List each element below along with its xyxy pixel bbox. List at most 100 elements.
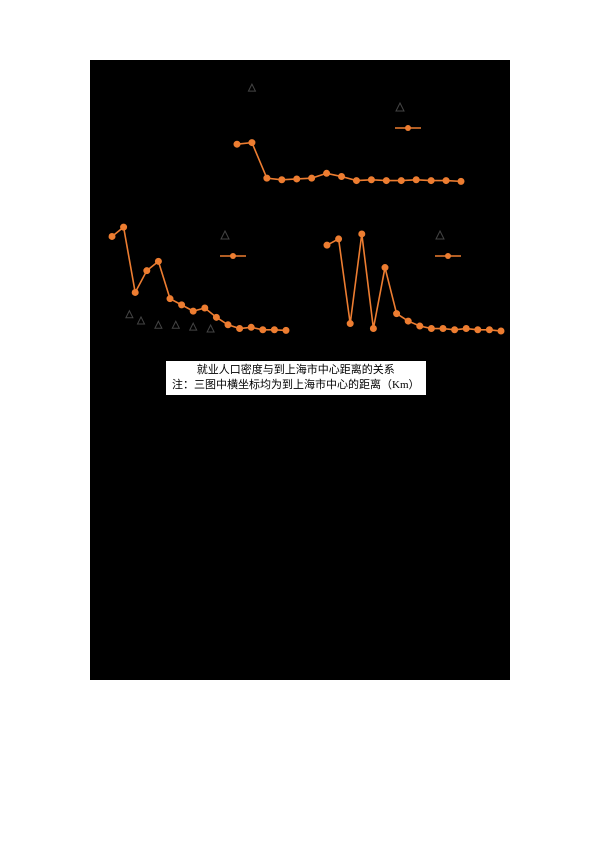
page: 0306090120105090130170210250290 02040608… [0,0,595,842]
chart-right-marker [463,326,469,332]
chart-right-marker [475,327,481,333]
chart-top-marker [428,178,434,184]
chart-right-svg [305,220,505,350]
chart-top-marker [249,140,255,146]
chart-right-ytick: 80 [315,231,324,241]
chart-left-marker [190,308,196,314]
chart-right-xtick: 210 [433,339,453,349]
chart-right-ytick: 50 [315,269,324,279]
chart-left-xtick: 130 [172,339,192,349]
caption-line1: 就业人口密度与到上海市中心距离的关系 [172,363,420,378]
chart-top: 0306090120105090130170210250290 [215,82,465,197]
chart-right-marker [486,327,492,333]
chart-right-marker [498,328,504,334]
chart-right-marker [324,242,330,248]
chart-left-ytick: 60 [100,294,109,304]
chart-top-ytick: 90 [225,105,234,115]
chart-top-marker [279,177,285,183]
chart-top-marker [383,178,389,184]
chart-top-xtick: 210 [376,186,396,196]
chart-top-marker [398,178,404,184]
legend-line-icon [220,248,246,258]
chart-left-ytick: 160 [96,231,110,241]
chart-left-marker [225,322,231,328]
chart-left-marker [202,305,208,311]
chart-right-legend [435,230,461,258]
chart-top-xtick: 250 [406,186,426,196]
chart-left-svg [90,220,290,350]
chart-left-triangle-marker [207,325,214,332]
chart-right-marker [347,321,353,327]
chart-right-marker [382,265,388,271]
chart-top-marker [309,175,315,181]
chart-left-ytick: 20 [100,319,109,329]
chart-left-marker [179,302,185,308]
chart-top-legend [395,102,421,130]
chart-left-marker [167,296,173,302]
legend-line-icon [435,248,461,258]
chart-right-line [327,234,501,331]
chart-right-marker [370,326,376,332]
chart-left-xtick: 90 [148,339,168,349]
chart-right-xtick: 290 [479,339,499,349]
chart-left-xtick: 210 [218,339,238,349]
legend-triangle-icon [435,230,445,240]
chart-top-marker [443,178,449,184]
legend-triangle-icon [395,102,405,112]
chart-right-xtick: 130 [387,339,407,349]
chart-left-marker [144,268,150,274]
chart-left-ytick: 100 [96,269,110,279]
chart-top-xtick: 10 [227,186,247,196]
chart-top-marker [294,176,300,182]
chart-top-svg [215,82,465,197]
chart-right-marker [336,236,342,242]
chart-left-marker [283,327,289,333]
chart-right-xtick: 10 [317,339,337,349]
chart-left-xtick: 290 [264,339,284,349]
chart-right-marker [394,311,400,317]
chart-left-marker [121,224,127,230]
chart-left-line [112,227,286,330]
chart-right: 0102030405060708090105090130170210250290 [305,220,505,350]
chart-left-triangle-marker [190,323,197,330]
chart-top-ytick: 30 [225,154,234,164]
chart-top-xtick: 170 [346,186,366,196]
chart-right-ytick: 70 [315,244,324,254]
chart-left-xtick: 10 [102,339,122,349]
chart-left-marker [260,327,266,333]
chart-left-marker [132,289,138,295]
chart-left-triangle-marker [126,311,133,318]
caption-line2: 注：三图中横坐标均为到上海市中心的距离（Km） [172,378,420,393]
chart-left-marker [248,324,254,330]
chart-right-marker [440,326,446,332]
chart-left-ytick: 120 [96,256,110,266]
chart-right-xtick: 170 [410,339,430,349]
chart-top-xtick: 90 [287,186,307,196]
chart-right-ytick: 20 [315,306,324,316]
caption-box: 就业人口密度与到上海市中心距离的关系 注：三图中横坐标均为到上海市中心的距离（K… [165,360,427,396]
chart-right-marker [405,318,411,324]
chart-top-ytick: 60 [225,130,234,140]
chart-right-ytick: 60 [315,256,324,266]
chart-left-triangle-marker [138,317,145,324]
chart-left: 0204060801001201401601801050901301702102… [90,220,290,350]
chart-left-marker [213,314,219,320]
chart-right-xtick: 50 [340,339,360,349]
chart-top-marker [324,170,330,176]
chart-right-marker [452,327,458,333]
chart-top-marker [264,175,270,181]
chart-left-marker [271,327,277,333]
legend-triangle-icon [220,230,230,240]
chart-left-marker [155,258,161,264]
chart-right-marker [428,326,434,332]
chart-left-ytick: 40 [100,306,109,316]
chart-left-ytick: 180 [96,219,110,229]
chart-top-xtick: 50 [257,186,277,196]
chart-top-ytick: 120 [221,81,235,91]
chart-right-marker [359,231,365,237]
chart-left-marker [237,326,243,332]
legend-line-icon [395,120,421,130]
chart-left-xtick: 50 [125,339,145,349]
chart-left-triangle-marker [155,321,162,328]
chart-top-triangle-marker [248,84,255,91]
